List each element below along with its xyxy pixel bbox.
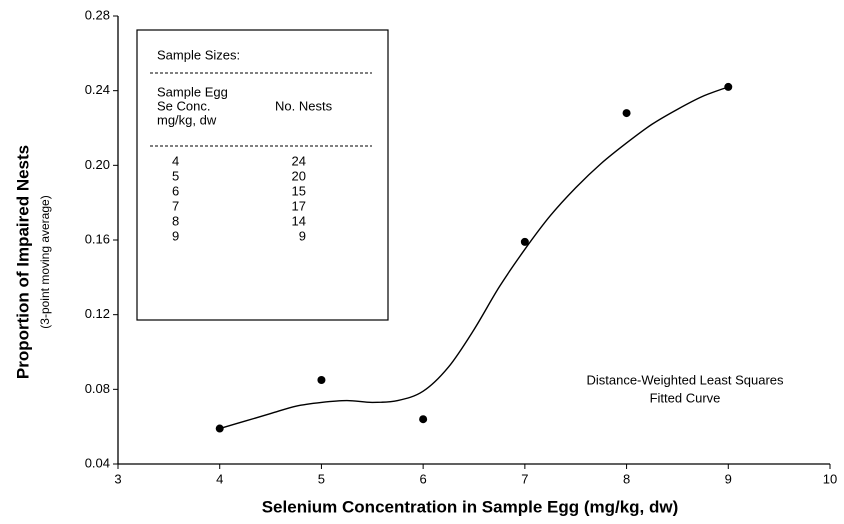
y-tick-label: 0.24 [85,82,110,97]
inset-cell: 15 [292,183,306,198]
data-point [419,415,428,424]
inset-box [136,29,389,321]
y-tick-label: 0.12 [85,306,110,321]
inset-header: Sample Egg [157,84,228,99]
x-tick-label: 8 [623,471,630,486]
y-tick-label: 0.08 [85,381,110,396]
x-tick-label: 4 [216,471,223,486]
inset-cell: 7 [172,198,179,213]
inset-cell: 6 [172,183,179,198]
inset-header: Se Conc. [157,98,210,113]
fitted-curve [219,86,729,430]
y-tick-label: 0.04 [85,455,110,470]
inset-cell: 5 [172,168,179,183]
inset-cell: 20 [292,168,306,183]
inset-cell: 9 [299,228,306,243]
y-tick-label: 0.28 [85,7,110,22]
inset-cell: 24 [292,153,306,168]
annotation: Distance-Weighted Least Squares [586,372,784,387]
inset-title: Sample Sizes: [157,47,240,62]
y-tick-label: 0.20 [85,157,110,172]
x-tick-label: 10 [823,471,837,486]
data-point [622,109,631,118]
inset-cell: 17 [292,198,306,213]
inset-cell: 4 [172,153,179,168]
x-tick-label: 9 [725,471,732,486]
inset-cell: 9 [172,228,179,243]
y-tick-label: 0.16 [85,231,110,246]
inset-cell: 14 [292,213,306,228]
x-tick-label: 3 [114,471,121,486]
inset-header: No. Nests [275,98,333,113]
data-point [317,376,326,384]
x-tick-label: 7 [521,471,528,486]
x-tick-label: 5 [318,471,325,486]
y-axis-label: Proportion of Impaired Nests [13,145,32,379]
data-point [520,237,529,246]
inset-header: mg/kg, dw [157,112,217,127]
y-axis-sublabel: (3-point moving average) [38,195,52,328]
annotation: Fitted Curve [650,390,721,405]
x-axis-label: Selenium Concentration in Sample Egg (mg… [262,497,679,516]
inset-cell: 8 [172,213,179,228]
x-tick-label: 6 [420,471,427,486]
